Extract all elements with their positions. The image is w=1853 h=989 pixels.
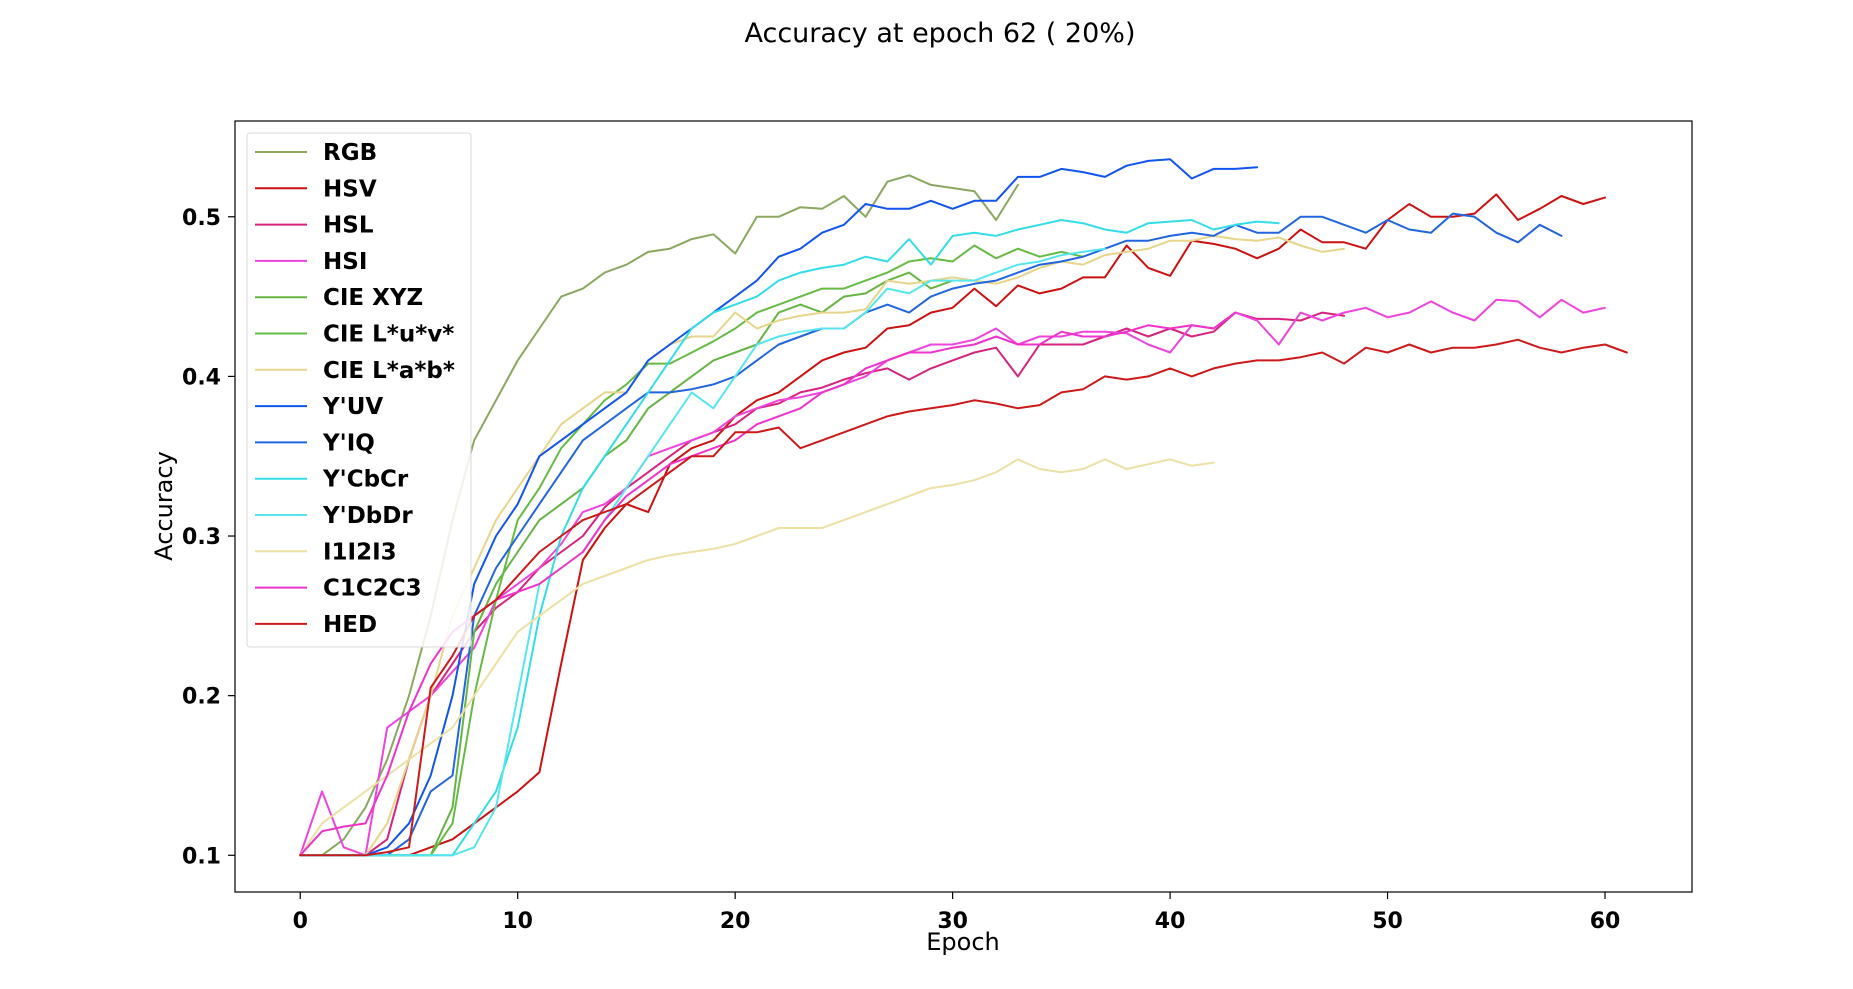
y-tick-label-0: 0.1 — [182, 844, 221, 869]
x-tick-label-4: 40 — [1155, 909, 1186, 934]
legend-label-11: I1I2I3 — [323, 539, 397, 565]
legend-box — [246, 132, 472, 648]
legend-label-7: Y'UV — [322, 394, 383, 420]
legend-label-9: Y'CbCr — [322, 467, 409, 493]
y-tick-label-4: 0.5 — [182, 206, 221, 231]
legend-label-6: CIE L*a*b* — [323, 358, 455, 384]
series-line-6 — [299, 234, 1346, 857]
chart-title: Accuracy at epoch 62 ( 20%) — [745, 18, 1136, 49]
series-layer — [299, 158, 1628, 857]
x-axis-label: Epoch — [926, 928, 1000, 956]
legend-label-3: HSI — [323, 249, 367, 275]
series-line-8 — [299, 212, 1563, 857]
y-axis-label: Accuracy — [150, 451, 178, 561]
x-tick-label-0: 0 — [293, 909, 308, 934]
x-tick-label-5: 50 — [1372, 909, 1403, 934]
x-tick-label-3: 30 — [937, 909, 968, 934]
y-tick-label-2: 0.3 — [182, 525, 221, 550]
series-line-0 — [299, 174, 1019, 857]
y-tick-label-3: 0.4 — [182, 365, 221, 390]
series-line-3 — [299, 298, 1606, 857]
series-line-1 — [299, 193, 1606, 857]
legend-label-8: Y'IQ — [322, 430, 375, 456]
legend-label-10: Y'DbDr — [322, 503, 413, 529]
y-tick-label-1: 0.2 — [182, 685, 221, 710]
y-axis-ticks: 0.1 0.2 0.3 0.4 0.5 — [182, 206, 235, 869]
series-line-13 — [299, 338, 1628, 857]
x-tick-label-1: 10 — [502, 909, 533, 934]
legend-label-12: C1C2C3 — [323, 576, 422, 602]
legend-label-0: RGB — [323, 140, 377, 166]
legend-label-13: HED — [323, 612, 377, 638]
legend-label-5: CIE L*u*v* — [323, 322, 454, 348]
legend-items: RGB HSV HSL HSI CIE XYZ CIE L*u*v* CIE L*a*b* Y… — [255, 140, 455, 638]
series-line-10 — [299, 247, 1106, 857]
legend-label-2: HSL — [323, 213, 374, 239]
series-line-11 — [299, 458, 1215, 857]
x-axis-ticks: 0 10 20 30 40 50 60 — [293, 892, 1621, 934]
series-line-7 — [299, 158, 1259, 857]
plot-frame — [234, 120, 1693, 893]
legend-label-1: HSV — [323, 176, 377, 202]
legend: RGB HSV HSL HSI CIE XYZ CIE L*u*v* CIE L*a*b* Y… — [246, 132, 472, 648]
series-line-9 — [299, 219, 1280, 857]
x-tick-label-6: 60 — [1590, 909, 1621, 934]
legend-label-4: CIE XYZ — [323, 285, 423, 311]
x-tick-label-2: 20 — [720, 909, 751, 934]
